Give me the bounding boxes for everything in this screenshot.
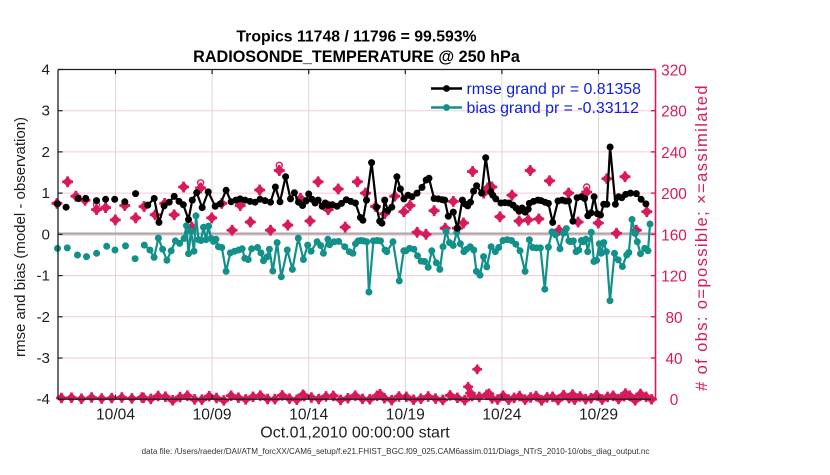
svg-text:-4: -4	[36, 391, 50, 408]
svg-text:-2: -2	[36, 309, 50, 326]
svg-text:0: 0	[42, 226, 50, 243]
svg-text:rmse grand pr = 0.81358: rmse grand pr = 0.81358	[467, 81, 642, 98]
svg-text:10/24: 10/24	[482, 407, 521, 424]
svg-text:1: 1	[42, 185, 50, 202]
svg-text:Oct.01,2010 00:00:00 start: Oct.01,2010 00:00:00 start	[260, 424, 450, 441]
svg-text:10/04: 10/04	[96, 407, 135, 424]
svg-text:4: 4	[42, 62, 50, 79]
svg-text:# of obs: o=possible; ×=assimi: # of obs: o=possible; ×=assimilated	[692, 84, 711, 391]
svg-text:Tropics 11748 / 11796 = 99.593: Tropics 11748 / 11796 = 99.593%	[236, 29, 476, 46]
svg-text:120: 120	[661, 269, 687, 286]
svg-text:data file: /Users/raeder/DAI/A: data file: /Users/raeder/DAI/ATM_forcXX/…	[142, 447, 650, 456]
svg-text:10/14: 10/14	[289, 407, 328, 424]
svg-text:40: 40	[665, 351, 682, 368]
svg-text:-1: -1	[36, 268, 50, 285]
svg-text:320: 320	[661, 63, 687, 80]
svg-text:bias grand pr = -0.33112: bias grand pr = -0.33112	[467, 100, 640, 117]
svg-text:3: 3	[42, 103, 50, 120]
svg-text:RADIOSONDE_TEMPERATURE @ 250 h: RADIOSONDE_TEMPERATURE @ 250 hPa	[193, 48, 521, 66]
svg-text:280: 280	[661, 104, 687, 121]
svg-text:10/09: 10/09	[193, 407, 232, 424]
svg-text:rmse and bias (model - observa: rmse and bias (model - observation)	[12, 117, 29, 357]
svg-text:200: 200	[661, 186, 687, 203]
svg-text:10/19: 10/19	[386, 407, 425, 424]
svg-text:160: 160	[661, 227, 687, 244]
svg-text:10/29: 10/29	[579, 407, 618, 424]
svg-text:-3: -3	[36, 350, 50, 367]
svg-text:80: 80	[665, 310, 682, 327]
svg-text:240: 240	[661, 145, 687, 162]
svg-text:2: 2	[42, 144, 50, 161]
svg-text:0: 0	[670, 392, 679, 409]
